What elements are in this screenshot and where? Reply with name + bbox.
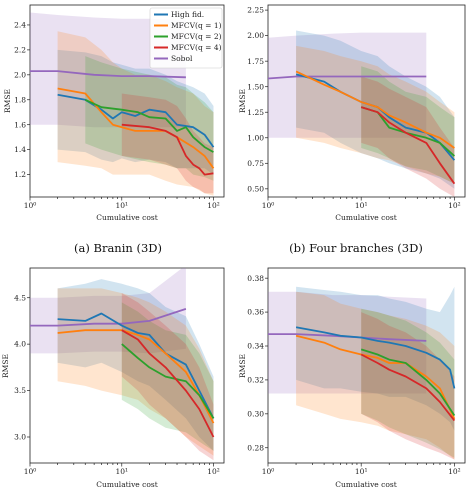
band-sobol [30, 12, 186, 128]
legend-label-mfcv-q-2: MFCV(q = 2) [171, 32, 222, 41]
y-tick-label: 2.4 [14, 21, 26, 30]
line-mfcv-q-1 [295, 70, 455, 149]
line-sobol [268, 75, 427, 80]
panel-branin: Cumulative cost RMSE (a) Branin (3D) 10⁰… [3, 4, 225, 255]
plot-area-frame [29, 267, 225, 464]
band-mfcv-q-4 [121, 93, 214, 194]
y-axis-label: RMSE [238, 354, 247, 378]
line-high-fid [57, 312, 215, 419]
y-tick-label: 1.75 [247, 57, 264, 66]
line-mfcv-q-1 [295, 334, 456, 420]
x-tick-label: 10² [448, 467, 461, 476]
plot-area-frame [267, 267, 466, 464]
line-mfcv-q-2 [121, 343, 215, 419]
y-tick-label: 0.28 [247, 443, 264, 452]
band-sobol [268, 32, 427, 138]
y-axis-label: RMSE [238, 89, 247, 113]
y-tick-label: 0.75 [247, 159, 264, 168]
x-tick-label: 10² [207, 467, 220, 476]
y-axis-label: RMSE [3, 89, 12, 113]
plot-area-frame [29, 4, 225, 198]
y-tick-label: 1.00 [247, 133, 264, 142]
x-tick-label: 10² [448, 201, 461, 210]
plot-area-frame [267, 4, 466, 198]
y-tick-label: 0.34 [247, 342, 264, 351]
y-tick-label: 2.00 [247, 31, 264, 40]
line-mfcv-q-1 [57, 87, 215, 169]
y-tick-label: 0.32 [247, 376, 264, 385]
y-tick-label: 0.50 [247, 184, 264, 193]
x-tick-label: 10¹ [115, 201, 128, 210]
y-tick-label: 1.50 [247, 82, 264, 91]
band-mfcv-q-1 [57, 31, 214, 196]
y-tick-label: 2.2 [14, 45, 26, 54]
y-tick-label: 1.4 [14, 145, 26, 154]
y-tick-label: 1.2 [14, 170, 26, 179]
x-tick-label: 10¹ [355, 467, 368, 476]
y-tick-label: 0.38 [247, 274, 264, 283]
line-sobol [30, 70, 186, 79]
y-tick-label: 2.25 [247, 6, 264, 15]
line-mfcv-q-4 [121, 123, 214, 176]
y-tick-label: 3.0 [14, 433, 26, 442]
plot-marks [30, 12, 215, 196]
band-mfcv-q-1 [296, 45, 455, 184]
line-mfcv-q-4 [360, 353, 456, 422]
x-axis-label: Cumulative cost [335, 213, 396, 222]
y-tick-label: 2.0 [14, 70, 26, 79]
line-high-fid [295, 326, 456, 389]
line-mfcv-q-1 [57, 329, 215, 424]
y-tick-label: 1.25 [247, 108, 264, 117]
line-mfcv-q-2 [360, 348, 456, 416]
legend-box [149, 7, 223, 69]
legend-label-high-fid: High fid. [171, 10, 204, 19]
y-tick-label: 1.8 [14, 95, 26, 104]
panel-four-branches: Cumulative cost RMSE (b) Four branches (… [238, 4, 466, 255]
panel-caption: (a) Branin (3D) [74, 241, 162, 255]
x-tick-label: 10⁰ [24, 201, 37, 210]
x-tick-label: 10¹ [355, 201, 368, 210]
band-high-fid [57, 279, 214, 451]
band-mfcv-q-4 [361, 76, 455, 197]
band-high-fid [296, 286, 455, 431]
line-sobol [30, 308, 187, 327]
band-mfcv-q-2 [361, 66, 455, 184]
band-mfcv-q-1 [296, 291, 455, 460]
x-tick-label: 10⁰ [262, 201, 275, 210]
x-tick-label: 10¹ [115, 467, 128, 476]
legend: High fid. MFCV(q = 1) MFCV(q = 2) MFCV(q = … [149, 7, 223, 69]
band-high-fid [296, 30, 455, 189]
legend-label-sobol: Sobol [171, 54, 193, 63]
line-mfcv-q-4 [360, 106, 456, 185]
plot-marks [30, 268, 215, 461]
panel-d: Cumulative cost RMSE 10⁰ 10¹ 10² 0.28 0.30 0.… [238, 267, 466, 489]
panel-c: Cumulative cost RMSE 10⁰ 10¹ 10² 3.0 3.5 4.0 4… [1, 267, 225, 489]
plot-marks [268, 286, 456, 460]
line-mfcv-q-2 [84, 98, 214, 153]
x-tick-label: 10⁰ [24, 467, 37, 476]
y-tick-label: 4.5 [14, 293, 26, 302]
y-axis-label: RMSE [1, 354, 10, 378]
legend-label-mfcv-q-1: MFCV(q = 1) [171, 21, 222, 30]
x-axis-label: Cumulative cost [335, 480, 396, 489]
line-mfcv-q-4 [121, 329, 215, 438]
y-tick-label: 1.6 [14, 120, 26, 129]
x-tick-label: 10² [207, 201, 220, 210]
band-mfcv-q-4 [361, 312, 455, 460]
y-tick-label: 3.5 [14, 386, 26, 395]
plot-marks [268, 30, 456, 197]
band-mfcv-q-2 [85, 56, 214, 181]
band-mfcv-q-2 [361, 308, 455, 458]
x-axis-label: Cumulative cost [96, 213, 157, 222]
y-tick-label: 0.36 [247, 308, 264, 317]
legend-label-mfcv-q-4: MFCV(q = 4) [171, 43, 222, 52]
y-tick-label: 0.30 [247, 409, 264, 418]
x-axis-label: Cumulative cost [96, 480, 157, 489]
x-tick-label: 10⁰ [262, 467, 275, 476]
panel-caption: (b) Four branches (3D) [289, 241, 423, 255]
y-tick-label: 4.0 [14, 340, 26, 349]
